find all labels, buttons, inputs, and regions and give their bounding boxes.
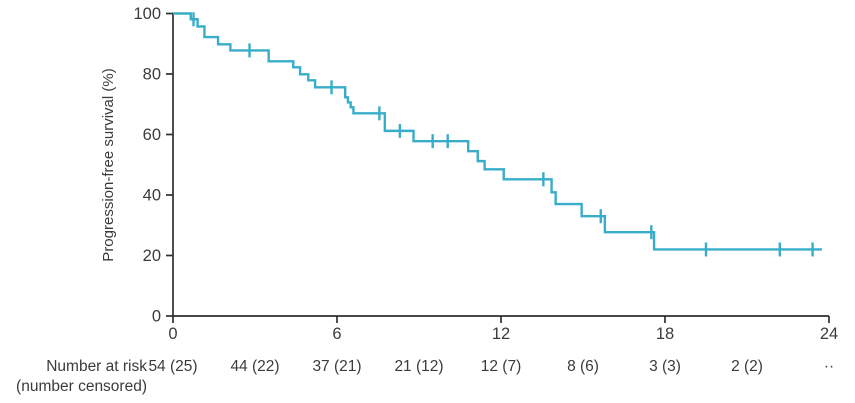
- y-tick-label: 40: [143, 187, 161, 205]
- censor-marks: [192, 12, 814, 257]
- risk-count: 21 (12): [394, 358, 443, 375]
- y-tick-label: 100: [133, 5, 161, 23]
- risk-count: 8 (6): [567, 358, 599, 375]
- risk-count: 37 (21): [312, 358, 361, 375]
- risk-count: 2 (2): [731, 358, 763, 375]
- risk-count: 3 (3): [649, 358, 681, 375]
- risk-count: ··: [824, 358, 834, 375]
- y-tick-label: 80: [143, 66, 161, 84]
- risk-table-values: 54 (25) 44 (22) 37 (21) 21 (12) 12 (7) 8 (6) 3…: [148, 358, 834, 375]
- y-tick-label: 0: [152, 308, 161, 326]
- risk-table-label-line1: Number at risk: [46, 358, 147, 375]
- x-tick-label: 0: [168, 325, 177, 343]
- risk-count: 44 (22): [230, 358, 279, 375]
- y-tick-label: 20: [143, 247, 161, 265]
- x-tick-label: 24: [820, 325, 838, 343]
- x-tick-label: 12: [492, 325, 510, 343]
- x-tick-label: 6: [332, 325, 341, 343]
- survival-curve: [173, 12, 822, 251]
- x-tick-label: 18: [656, 325, 674, 343]
- axes: 0 20 40 60 80 100 0 6 12 18 24: [133, 5, 838, 343]
- y-tick-label: 60: [143, 126, 161, 144]
- risk-count: 54 (25): [148, 358, 197, 375]
- y-axis-label: Progression-free survival (%): [100, 68, 117, 261]
- risk-table-label-line2: (number censored): [16, 378, 147, 395]
- risk-count: 12 (7): [481, 358, 522, 375]
- km-step-line: [173, 12, 822, 251]
